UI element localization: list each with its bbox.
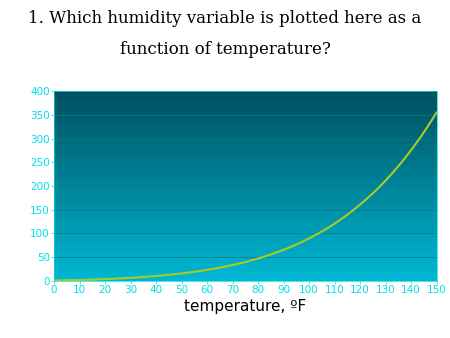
X-axis label: temperature, ºF: temperature, ºF (184, 299, 306, 314)
Text: function of temperature?: function of temperature? (120, 41, 330, 57)
Text: 1. Which humidity variable is plotted here as a: 1. Which humidity variable is plotted he… (28, 10, 422, 27)
